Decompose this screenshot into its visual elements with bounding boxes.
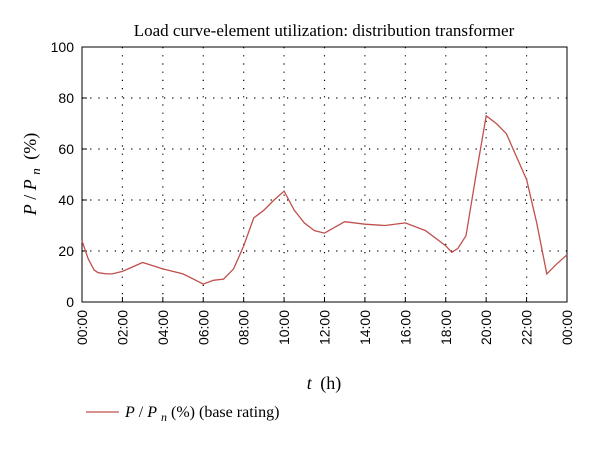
y-tick-label: 60	[58, 141, 74, 157]
y-tick-labels: 0 20 40 60 80 100	[51, 39, 75, 310]
y-label-pn: P	[20, 179, 40, 191]
x-tick-label: 12:00	[317, 310, 333, 345]
legend-rest: (%) (base rating)	[171, 404, 279, 421]
y-tick-label: 40	[58, 192, 74, 208]
y-tick-label: 100	[51, 39, 75, 55]
series-line	[81, 114, 568, 285]
y-label-sub: n	[28, 168, 43, 175]
y-label-slash: /	[20, 195, 40, 200]
x-tick-labels: 00:00 02:00 04:00 06:00 08:00 10:00 12:00 14:00…	[74, 310, 575, 345]
y-label-p: P	[20, 204, 40, 216]
legend-slash: /	[139, 404, 144, 421]
x-tick-label: 14:00	[357, 310, 373, 345]
legend-pn: P	[146, 404, 157, 421]
y-tick-label: 0	[66, 294, 74, 310]
x-tick-label: 16:00	[397, 310, 413, 345]
legend-sub: n	[161, 410, 167, 424]
x-tick-label: 00:00	[559, 310, 575, 345]
x-tick-label: 02:00	[114, 310, 130, 345]
x-axis-label-unit: (h)	[320, 373, 341, 394]
x-axis-label-var: t	[307, 373, 313, 393]
legend: P / P n (%) (base rating)	[86, 404, 279, 425]
x-tick-label: 18:00	[438, 310, 454, 345]
x-tick-label: 22:00	[519, 310, 535, 345]
x-axis-label: t (h)	[307, 373, 342, 394]
y-axis-label: P / P n (%)	[20, 133, 44, 217]
x-tick-label: 04:00	[155, 310, 171, 345]
x-tick-label: 00:00	[74, 310, 90, 345]
ticks	[81, 46, 568, 303]
chart-title: Load curve-element utilization: distribu…	[134, 21, 515, 40]
x-tick-label: 20:00	[478, 310, 494, 345]
y-tick-label: 80	[58, 90, 74, 106]
legend-p: P	[124, 404, 135, 421]
y-tick-label: 20	[58, 243, 74, 259]
plot-frame	[81, 46, 568, 303]
grid	[82, 47, 567, 302]
x-tick-label: 06:00	[195, 310, 211, 345]
x-tick-label: 10:00	[276, 310, 292, 345]
legend-label: P / P n (%) (base rating)	[124, 404, 279, 425]
x-tick-label: 08:00	[236, 310, 252, 345]
y-label-unit: (%)	[20, 133, 41, 160]
